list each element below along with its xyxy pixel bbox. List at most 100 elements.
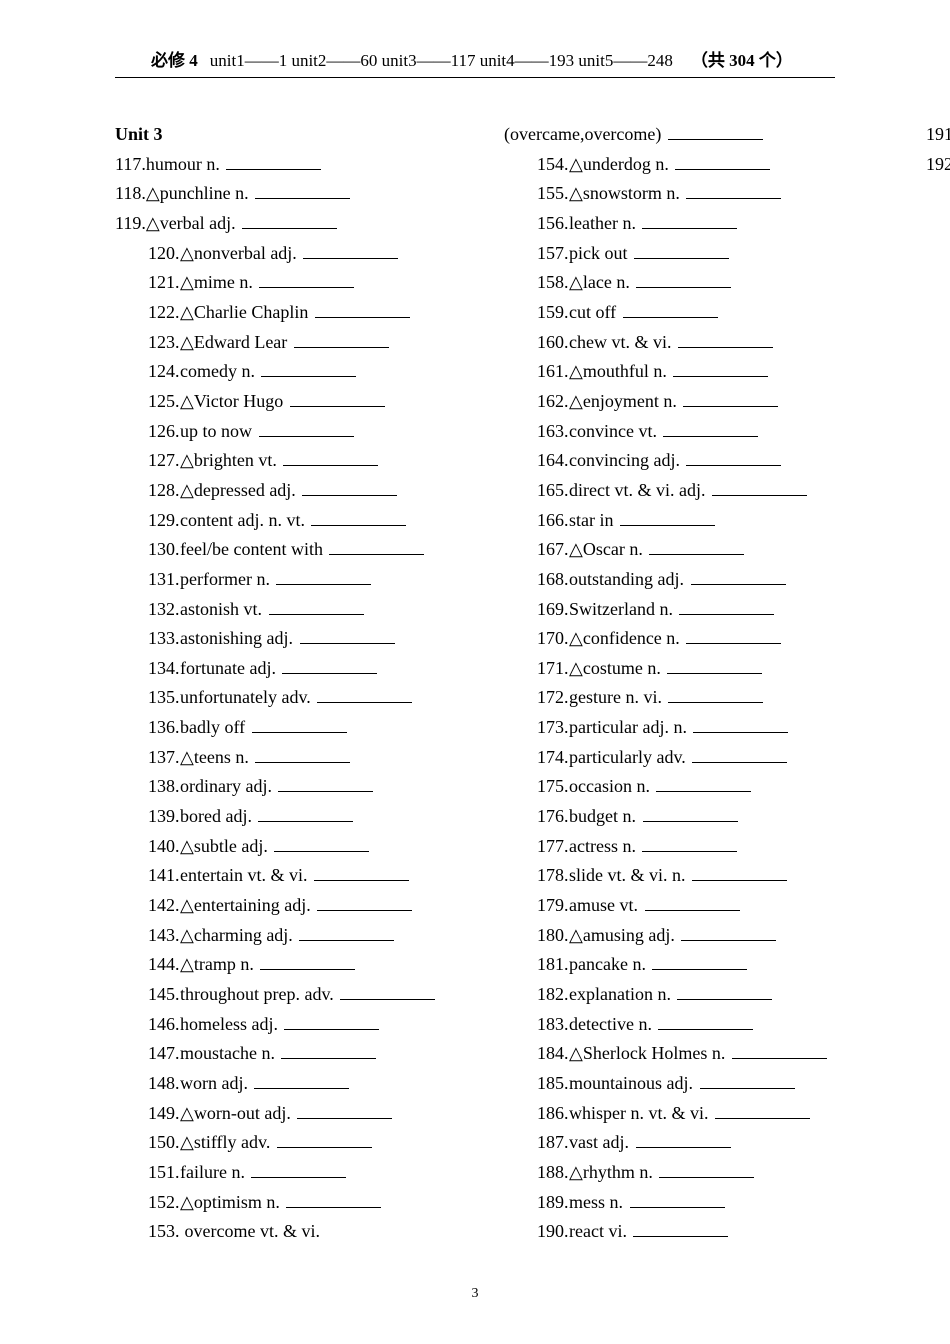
list-item: 149.△worn-out adj. xyxy=(115,1099,446,1129)
list-item-continuation: (overcame,overcome) xyxy=(504,120,835,150)
list-item: 122.△Charlie Chaplin xyxy=(115,298,446,328)
item-text: △entertaining adj. xyxy=(180,895,311,915)
list-item: 182.explanation n. xyxy=(504,980,835,1010)
blank-line xyxy=(276,568,371,585)
list-item: 133.astonishing adj. xyxy=(115,624,446,654)
list-item: 183.detective n. xyxy=(504,1010,835,1040)
list-item: 147.moustache n. xyxy=(115,1039,446,1069)
item-number: 148. xyxy=(148,1069,180,1099)
blank-line xyxy=(315,301,410,318)
item-text: △Charlie Chaplin xyxy=(180,302,308,322)
list-item: 178.slide vt. & vi. n. xyxy=(504,861,835,891)
blank-line xyxy=(329,538,424,555)
list-item: 126.up to now xyxy=(115,417,446,447)
list-item: 188.△rhythm n. xyxy=(504,1158,835,1188)
item-text: failure n. xyxy=(180,1162,245,1182)
blank-line xyxy=(226,152,321,169)
item-text: overcome vt. & vi. xyxy=(185,1221,320,1241)
item-text: pick out xyxy=(569,243,628,263)
list-item: 131.performer n. xyxy=(115,565,446,595)
item-text: ordinary adj. xyxy=(180,776,272,796)
item-number: 125. xyxy=(148,387,180,417)
blank-line xyxy=(643,805,738,822)
item-number: 140. xyxy=(148,832,180,862)
item-number: 147. xyxy=(148,1039,180,1069)
blank-line xyxy=(677,983,772,1000)
blank-line xyxy=(283,449,378,466)
item-text: astonishing adj. xyxy=(180,628,293,648)
list-item: 125.△Victor Hugo xyxy=(115,387,446,417)
blank-line xyxy=(659,1161,754,1178)
blank-line xyxy=(290,390,385,407)
list-item: 140.△subtle adj. xyxy=(115,832,446,862)
list-item: 164.convincing adj. xyxy=(504,446,835,476)
list-item: 151.failure n. xyxy=(115,1158,446,1188)
item-number: 129. xyxy=(148,506,180,536)
blank-line xyxy=(642,212,737,229)
item-number: 185. xyxy=(537,1069,569,1099)
item-number: 153. xyxy=(148,1217,180,1247)
item-text: feel/be content with xyxy=(180,539,323,559)
item-text: outstanding adj. xyxy=(569,569,684,589)
item-text: gesture n. vi. xyxy=(569,687,662,707)
item-number: 137. xyxy=(148,743,180,773)
list-item: 136.badly off xyxy=(115,713,446,743)
list-item: 190.react vi. xyxy=(504,1217,835,1247)
list-item: 139.bored adj. xyxy=(115,802,446,832)
item-text: up to now xyxy=(180,421,252,441)
item-text: slide vt. & vi. n. xyxy=(569,865,686,885)
blank-line xyxy=(691,568,786,585)
item-number: 132. xyxy=(148,595,180,625)
item-text: humour n. xyxy=(146,154,220,174)
list-item: 144.△tramp n. xyxy=(115,950,446,980)
item-text: △nonverbal adj. xyxy=(180,243,297,263)
item-number: 127. xyxy=(148,446,180,476)
item-text: worn adj. xyxy=(180,1073,248,1093)
blank-line xyxy=(620,508,715,525)
item-text: △subtle adj. xyxy=(180,836,268,856)
item-number: 168. xyxy=(537,565,569,595)
list-item: 158.△lace n. xyxy=(504,268,835,298)
list-item: 117.humour n. xyxy=(115,150,446,180)
item-text: △charming adj. xyxy=(180,925,293,945)
blank-line xyxy=(649,538,744,555)
list-item: 123.△Edward Lear xyxy=(115,328,446,358)
blank-line xyxy=(686,182,781,199)
item-number: 120. xyxy=(148,239,180,269)
blank-line xyxy=(282,657,377,674)
blank-line xyxy=(700,1072,795,1089)
list-item: 130.feel/be content with xyxy=(115,535,446,565)
item-text: chew vt. & vi. xyxy=(569,332,671,352)
item-number: 182. xyxy=(537,980,569,1010)
item-text: budget n. xyxy=(569,806,636,826)
blank-line xyxy=(636,1131,731,1148)
blank-line xyxy=(251,1161,346,1178)
list-item: 156.leather n. xyxy=(504,209,835,239)
item-text: △snowstorm n. xyxy=(569,183,680,203)
list-item: 159.cut off xyxy=(504,298,835,328)
item-number: 181. xyxy=(537,950,569,980)
item-text: △mouthful n. xyxy=(569,361,667,381)
list-item: 171.△costume n. xyxy=(504,654,835,684)
item-number: 119. xyxy=(115,209,146,239)
blank-line xyxy=(678,330,773,347)
blank-line xyxy=(673,360,768,377)
list-item: 162.△enjoyment n. xyxy=(504,387,835,417)
blank-line xyxy=(261,360,356,377)
item-text: cut off xyxy=(569,302,616,322)
list-item: 145.throughout prep. adv. xyxy=(115,980,446,1010)
blank-line xyxy=(259,419,354,436)
item-number: 156. xyxy=(537,209,569,239)
item-text: △mime n. xyxy=(180,272,253,292)
blank-line xyxy=(681,924,776,941)
list-item: 141.entertain vt. & vi. xyxy=(115,861,446,891)
item-text: △underdog n. xyxy=(569,154,669,174)
item-number: 158. xyxy=(537,268,569,298)
item-number: 163. xyxy=(537,417,569,447)
item-text: △rhythm n. xyxy=(569,1162,653,1182)
item-text: △punchline n. xyxy=(146,183,249,203)
item-text: throughout prep. adv. xyxy=(180,984,334,1004)
item-number: 183. xyxy=(537,1010,569,1040)
item-number: 175. xyxy=(537,772,569,802)
blank-line xyxy=(255,182,350,199)
